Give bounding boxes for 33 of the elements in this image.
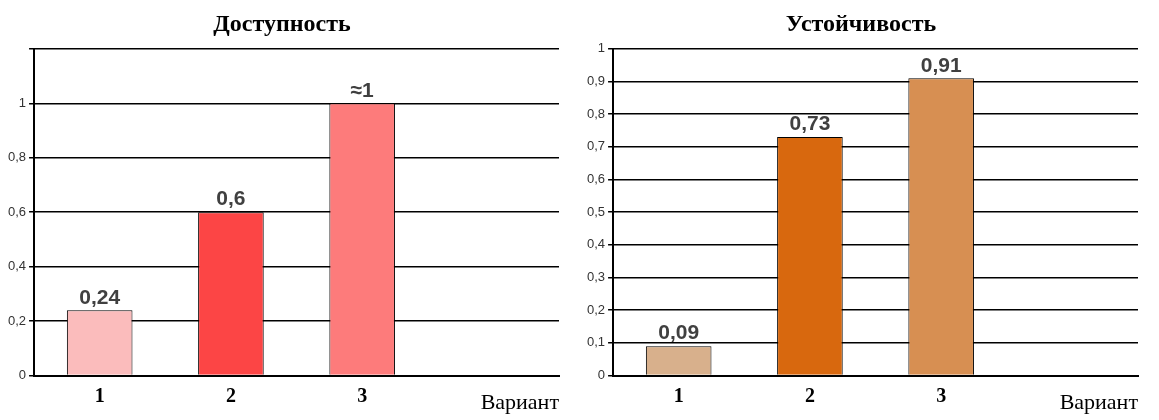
y-tick-label: 0,9 [586, 73, 606, 89]
data-label: 0,24 [79, 284, 121, 308]
data-label: ≈1 [350, 77, 375, 101]
y-tick-label: 1 [18, 94, 27, 110]
y-tick-label: 0,8 [7, 149, 27, 165]
y-tick-label: 0,3 [586, 269, 606, 285]
y-tick-label: 0,8 [586, 105, 606, 121]
y-tick-label: 0,6 [7, 203, 27, 219]
y-tick-label: 0 [18, 367, 27, 383]
y-tick-label: 0,5 [586, 203, 606, 219]
y-tick-label: 0 [597, 367, 606, 383]
x-tick-label: 2 [804, 383, 815, 406]
y-tick-label: 0,1 [586, 334, 606, 350]
data-label: 0,6 [216, 186, 246, 210]
x-axis-title: Вариант [480, 388, 560, 414]
y-tick-label: 0,2 [7, 312, 27, 328]
y-tick-label: 0,6 [586, 171, 606, 187]
x-tick-label: 1 [94, 383, 105, 406]
y-tick-label: 0,4 [7, 258, 27, 274]
chart-title: Устойчивость [785, 9, 937, 36]
x-tick-label: 2 [225, 383, 236, 406]
x-tick-label: 3 [936, 383, 947, 406]
x-tick-label: 1 [673, 383, 684, 406]
data-label: 0,91 [920, 52, 962, 76]
x-tick-label: 3 [357, 383, 368, 406]
y-tick-label: 1 [597, 40, 606, 56]
chart-title: Доступность [213, 9, 352, 36]
y-tick-label: 0,2 [586, 301, 606, 317]
data-label: 0,09 [658, 320, 700, 344]
data-label: 0,73 [789, 111, 831, 135]
x-axis-title: Вариант [1059, 388, 1139, 414]
y-tick-label: 0,7 [586, 138, 606, 154]
y-tick-label: 0,4 [586, 236, 606, 252]
